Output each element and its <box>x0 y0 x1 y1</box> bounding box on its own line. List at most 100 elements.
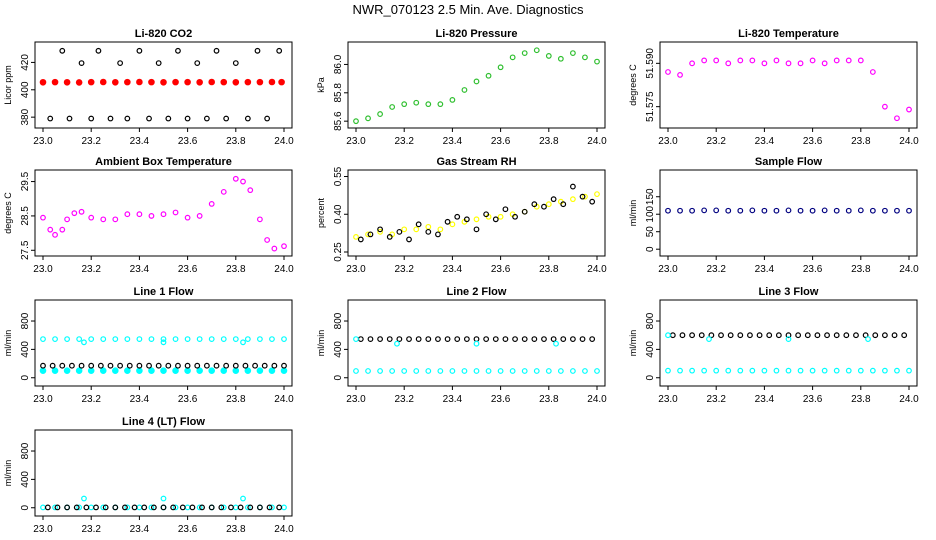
data-point <box>264 115 271 122</box>
x-tick-label: 23.0 <box>33 264 53 275</box>
x-tick-label: 24.0 <box>899 394 919 405</box>
data-point <box>52 504 58 511</box>
plot-frame <box>34 169 293 257</box>
data-point <box>66 115 73 122</box>
data-point <box>124 211 131 218</box>
x-tick-label: 24.0 <box>274 136 294 147</box>
data-point <box>865 336 871 343</box>
data-point <box>869 69 876 75</box>
x-tick-label: 24.0 <box>899 264 919 275</box>
data-point <box>269 504 275 511</box>
data-point <box>677 367 683 374</box>
data-point <box>809 207 816 214</box>
data-point <box>117 362 124 369</box>
data-point <box>281 504 287 511</box>
data-point <box>415 336 422 343</box>
data-point <box>560 201 567 208</box>
data-point <box>725 60 732 67</box>
data-point <box>271 362 278 369</box>
data-point <box>75 367 83 374</box>
y-axis-label: ml/min <box>3 330 13 357</box>
data-point <box>280 367 288 374</box>
data-point <box>473 340 480 347</box>
data-point <box>208 367 215 374</box>
data-point <box>232 367 240 374</box>
data-point <box>220 188 227 195</box>
data-point <box>64 504 70 511</box>
data-point <box>47 115 54 122</box>
data-point <box>148 213 155 219</box>
y-tick-label: 800 <box>20 312 31 329</box>
y-tick-label: 51.590 <box>645 48 656 79</box>
data-point <box>435 336 441 343</box>
series-temperature <box>665 57 912 122</box>
data-point <box>804 332 811 339</box>
data-point <box>502 336 509 343</box>
data-point <box>425 368 432 374</box>
data-point <box>189 504 196 511</box>
chart-panel-6: Sample Flow 23.0 23.2 23.4 23.6 23.8 24.0 0 50 10… <box>628 156 919 275</box>
data-point <box>492 336 499 343</box>
data-point <box>71 210 78 217</box>
y-tick-label: 380 <box>20 108 31 125</box>
data-point <box>179 504 186 511</box>
data-point <box>281 336 287 343</box>
data-point <box>100 336 107 343</box>
data-point <box>165 115 172 122</box>
y-tick-label: 85.6 <box>333 111 344 131</box>
data-point <box>112 504 119 511</box>
data-point <box>473 226 480 233</box>
data-point <box>266 504 273 511</box>
data-point <box>761 207 768 214</box>
data-point <box>833 207 840 214</box>
x-tick-label: 24.0 <box>587 264 607 275</box>
x-tick-label: 23.0 <box>346 264 366 275</box>
x-tick-label: 23.2 <box>81 264 101 275</box>
data-point <box>894 115 900 122</box>
data-point <box>497 64 504 71</box>
data-point <box>88 115 95 122</box>
x-tick-label: 23.4 <box>755 136 775 147</box>
x-tick-label: 23.6 <box>803 264 823 275</box>
data-point <box>785 332 792 339</box>
data-point <box>785 336 792 343</box>
y-tick-label: 50 <box>645 226 656 238</box>
data-point <box>136 211 143 218</box>
data-point <box>40 336 46 343</box>
data-point <box>244 336 251 343</box>
data-point <box>244 367 252 374</box>
x-tick-label: 23.4 <box>443 394 463 405</box>
data-point <box>160 78 167 86</box>
data-point <box>175 47 181 54</box>
x-tick-label: 23.4 <box>130 264 150 275</box>
data-point <box>833 367 840 374</box>
series-cyan-outliers <box>81 495 246 502</box>
data-point <box>194 60 201 67</box>
data-point <box>184 115 191 122</box>
y-tick-label: 800 <box>20 442 31 459</box>
data-point <box>713 57 720 64</box>
data-point <box>461 368 468 374</box>
data-point <box>454 336 461 343</box>
data-point <box>512 336 518 343</box>
data-point <box>701 57 708 64</box>
data-point <box>845 367 852 374</box>
data-point <box>196 336 203 343</box>
data-point <box>196 504 203 511</box>
data-point <box>184 362 191 369</box>
data-point <box>148 367 155 374</box>
data-point <box>413 368 420 374</box>
data-point <box>81 339 87 346</box>
data-point <box>512 213 518 220</box>
y-tick-label: 0 <box>645 375 656 381</box>
data-point <box>240 495 246 502</box>
data-point <box>244 504 251 511</box>
data-point <box>749 57 756 64</box>
panel-title: Line 3 Flow <box>759 286 819 298</box>
data-point <box>257 504 263 511</box>
data-point <box>232 60 239 67</box>
data-point <box>821 60 828 67</box>
data-point <box>737 367 744 374</box>
data-point <box>377 336 384 343</box>
